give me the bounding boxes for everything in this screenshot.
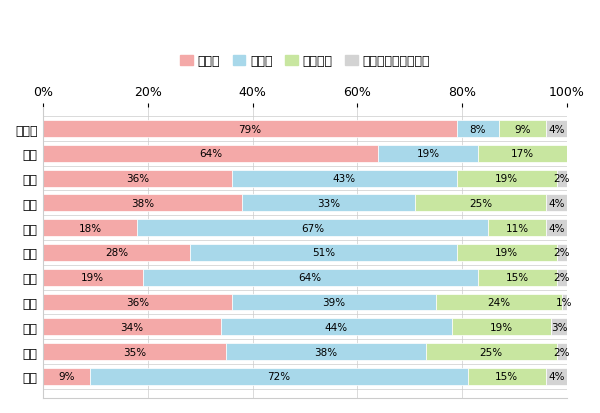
Text: 38%: 38% xyxy=(131,198,154,209)
Text: 2%: 2% xyxy=(554,273,570,282)
Text: 4%: 4% xyxy=(548,124,565,134)
Bar xyxy=(499,121,546,138)
Bar xyxy=(90,368,467,385)
Text: 64%: 64% xyxy=(199,149,223,159)
Text: 19%: 19% xyxy=(495,248,518,258)
Bar xyxy=(43,220,137,237)
Text: 11%: 11% xyxy=(506,223,529,233)
Text: 9%: 9% xyxy=(514,124,531,134)
Text: 4%: 4% xyxy=(548,371,565,382)
Bar xyxy=(557,244,567,261)
Text: 35%: 35% xyxy=(123,347,146,357)
Text: 34%: 34% xyxy=(121,322,143,332)
Text: 67%: 67% xyxy=(301,223,325,233)
Text: 4%: 4% xyxy=(548,198,565,209)
Bar xyxy=(478,145,567,162)
Bar xyxy=(242,195,415,212)
Text: 25%: 25% xyxy=(469,198,492,209)
Bar xyxy=(43,368,90,385)
Bar xyxy=(232,294,436,311)
Bar xyxy=(557,343,567,360)
Bar xyxy=(137,220,488,237)
Bar xyxy=(190,244,457,261)
Bar xyxy=(43,244,190,261)
Bar xyxy=(43,318,221,335)
Text: 51%: 51% xyxy=(312,248,335,258)
Bar xyxy=(546,220,567,237)
Bar xyxy=(43,269,143,286)
Bar xyxy=(415,195,546,212)
Text: 33%: 33% xyxy=(317,198,340,209)
Text: 43%: 43% xyxy=(333,173,356,184)
Text: 3%: 3% xyxy=(551,322,568,332)
Text: 36%: 36% xyxy=(126,173,149,184)
Text: 19%: 19% xyxy=(495,173,518,184)
Text: 39%: 39% xyxy=(322,297,346,307)
Bar xyxy=(425,343,557,360)
Bar xyxy=(557,170,567,187)
Bar xyxy=(457,121,499,138)
Bar xyxy=(143,269,478,286)
Bar xyxy=(488,220,546,237)
Text: 19%: 19% xyxy=(81,273,104,282)
Bar xyxy=(467,368,546,385)
Text: 44%: 44% xyxy=(325,322,348,332)
Text: 9%: 9% xyxy=(58,371,75,382)
Bar xyxy=(43,121,457,138)
Text: 36%: 36% xyxy=(126,297,149,307)
Text: 4%: 4% xyxy=(548,223,565,233)
Text: 19%: 19% xyxy=(490,322,513,332)
Text: 2%: 2% xyxy=(554,347,570,357)
Text: 28%: 28% xyxy=(105,248,128,258)
Bar xyxy=(43,170,232,187)
Text: 18%: 18% xyxy=(79,223,102,233)
Bar xyxy=(452,318,551,335)
Legend: 春開催, 秋開催, 両方開催, その他・開催しない: 春開催, 秋開催, 両方開催, その他・開催しない xyxy=(175,50,435,73)
Text: 64%: 64% xyxy=(299,273,322,282)
Bar xyxy=(546,121,567,138)
Text: 25%: 25% xyxy=(479,347,503,357)
Text: 17%: 17% xyxy=(511,149,534,159)
Text: 15%: 15% xyxy=(506,273,529,282)
Bar xyxy=(457,244,557,261)
Bar xyxy=(546,195,567,212)
Bar xyxy=(557,269,567,286)
Bar xyxy=(232,170,457,187)
Bar xyxy=(226,343,425,360)
Text: 24%: 24% xyxy=(487,297,511,307)
Bar xyxy=(562,294,567,311)
Text: 79%: 79% xyxy=(238,124,262,134)
Bar xyxy=(379,145,478,162)
Text: 15%: 15% xyxy=(495,371,518,382)
Bar xyxy=(43,294,232,311)
Text: 72%: 72% xyxy=(267,371,290,382)
Bar xyxy=(43,195,242,212)
Bar xyxy=(546,368,567,385)
Bar xyxy=(478,269,557,286)
Text: 38%: 38% xyxy=(314,347,338,357)
Bar xyxy=(551,318,567,335)
Bar xyxy=(43,145,379,162)
Text: 19%: 19% xyxy=(416,149,440,159)
Bar xyxy=(436,294,562,311)
Text: 2%: 2% xyxy=(554,173,570,184)
Text: 1%: 1% xyxy=(556,297,572,307)
Text: 2%: 2% xyxy=(554,248,570,258)
Bar xyxy=(221,318,452,335)
Bar xyxy=(43,343,226,360)
Text: 8%: 8% xyxy=(470,124,486,134)
Bar xyxy=(457,170,557,187)
